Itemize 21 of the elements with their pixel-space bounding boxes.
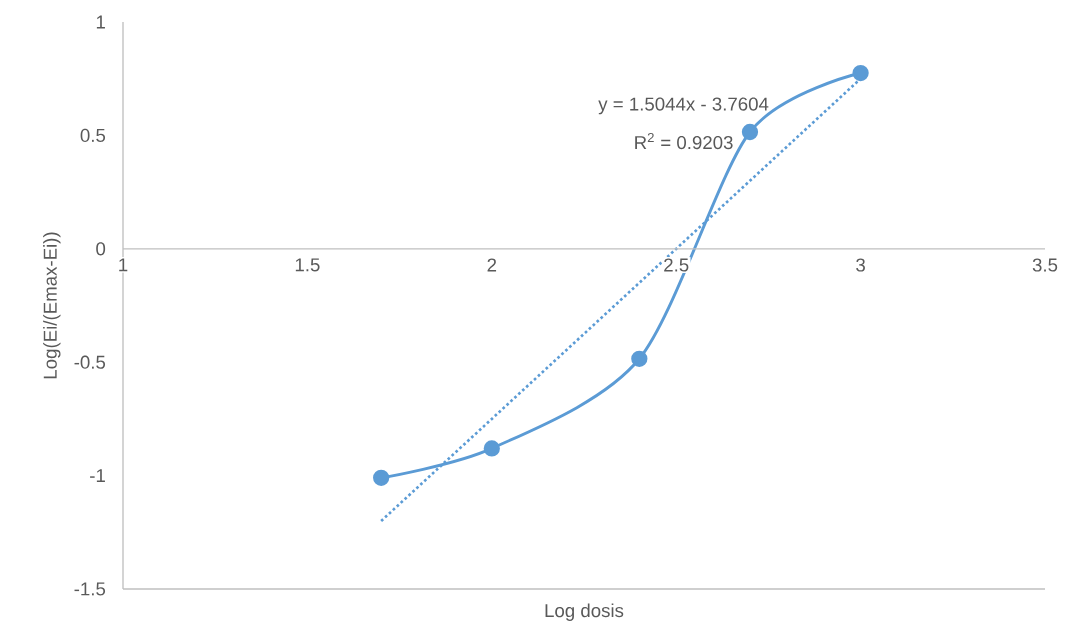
y-tick-label: 0: [96, 242, 106, 256]
x-axis-title: Log dosis: [545, 603, 624, 621]
x-tick-label: 1.5: [295, 258, 320, 272]
x-tick-label: 2.5: [664, 258, 689, 272]
x-tick-label: 1: [119, 258, 128, 272]
point: [631, 350, 648, 367]
x-tick-label: 2: [487, 258, 497, 272]
y-axis-title: Log(Ei/(Emax-Ei)): [43, 232, 61, 379]
x-tick-label: 3: [856, 258, 865, 272]
y-tick-label: -1: [90, 469, 105, 483]
annotation: y = 1.5044x - 3.7604: [598, 97, 769, 115]
point: [483, 440, 500, 457]
y-tick-label: -1.5: [74, 582, 106, 596]
x-tick-label: 3.5: [1032, 258, 1058, 272]
y-tick-label: -0.5: [74, 355, 106, 369]
point: [741, 123, 759, 141]
point: [373, 469, 390, 486]
point: [852, 64, 869, 82]
y-tick-label: 1: [96, 15, 105, 29]
y-tick-label: 0.5: [80, 128, 106, 143]
annotation: R$^{2}$ = 0.9203: [635, 132, 733, 150]
